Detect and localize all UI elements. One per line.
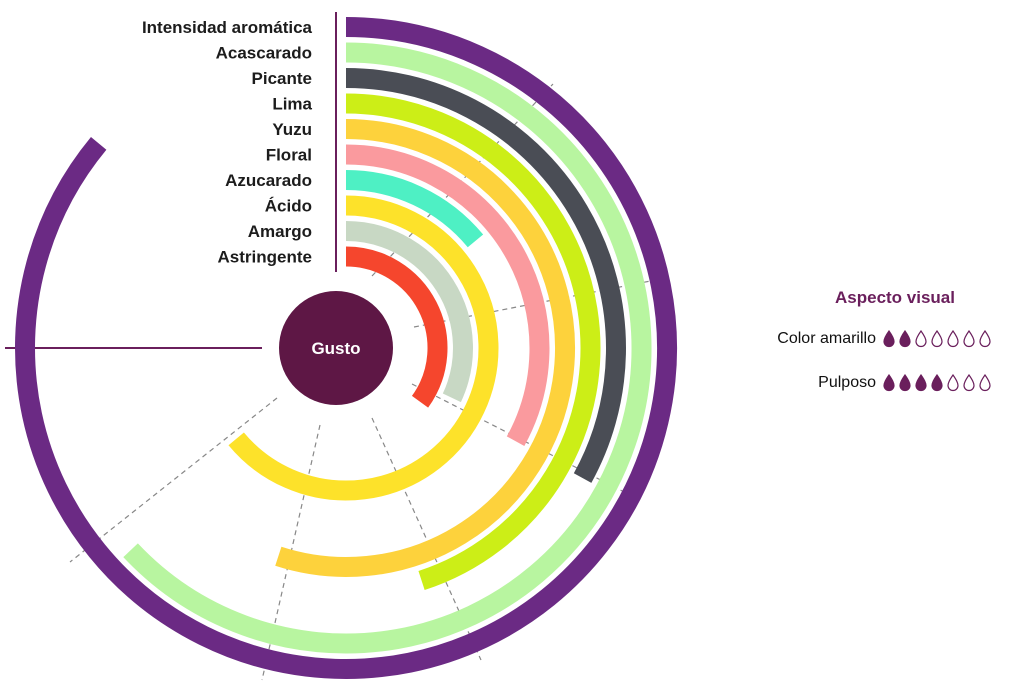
category-label-4: Yuzu xyxy=(272,120,312,139)
legend-row-label: Pulposo xyxy=(818,374,876,391)
center-circle xyxy=(279,291,393,405)
drop-empty-icon xyxy=(947,330,959,348)
arc-bar-1 xyxy=(123,42,652,654)
drop-empty-icon xyxy=(915,330,927,348)
drop-filled-icon xyxy=(883,374,895,392)
drop-empty-icon xyxy=(979,374,991,392)
drop-filled-icon xyxy=(899,374,911,392)
category-label-9: Astringente xyxy=(218,248,312,267)
drop-empty-icon xyxy=(979,330,991,348)
arc-bar-2 xyxy=(345,68,626,483)
arc-bar-5 xyxy=(345,144,550,447)
arc-bar-0 xyxy=(15,17,678,679)
drop-empty-icon xyxy=(963,330,975,348)
drop-filled-icon xyxy=(931,374,943,392)
drop-rating xyxy=(882,330,992,348)
arc-bar-9 xyxy=(345,246,448,408)
drop-filled-icon xyxy=(899,330,911,348)
arc-group xyxy=(15,17,678,679)
category-label-2: Picante xyxy=(252,69,312,88)
drop-empty-icon xyxy=(963,374,975,392)
legend-row-color-amarillo: Color amarillo xyxy=(740,326,1020,352)
drop-filled-icon xyxy=(915,374,927,392)
category-label-8: Amargo xyxy=(248,222,312,241)
scale-line-6 xyxy=(69,397,278,563)
legend-row-pulposo: Pulposo xyxy=(740,370,1020,396)
arc-bar-3 xyxy=(345,93,601,591)
legend-row-label: Color amarillo xyxy=(777,330,876,347)
category-label-0: Intensidad aromática xyxy=(142,18,313,37)
category-label-3: Lima xyxy=(272,95,312,114)
drop-filled-icon xyxy=(883,330,895,348)
category-label-7: Ácido xyxy=(265,197,312,216)
category-label-6: Azucarado xyxy=(225,171,312,190)
arc-bar-6 xyxy=(345,170,484,248)
category-label-5: Floral xyxy=(266,146,312,165)
category-labels: Intensidad aromática Acascarado Picante Lim… xyxy=(142,18,313,267)
arc-bar-4 xyxy=(275,119,575,577)
drop-rating xyxy=(882,374,992,392)
visual-aspect-legend: Aspecto visual Color amarillo Pulposo xyxy=(740,288,1020,414)
legend-title: Aspecto visual xyxy=(835,288,955,307)
category-label-1: Acascarado xyxy=(216,44,312,63)
arc-bar-8 xyxy=(345,221,473,403)
drop-empty-icon xyxy=(931,330,943,348)
drop-empty-icon xyxy=(947,374,959,392)
arc-bar-7 xyxy=(228,195,499,501)
center-label: Gusto xyxy=(311,339,360,358)
